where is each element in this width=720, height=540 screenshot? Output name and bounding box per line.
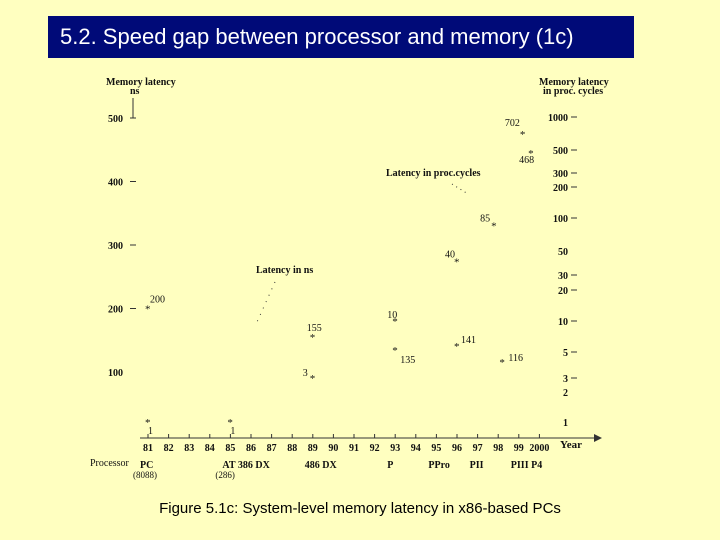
cycle-point-label: 3 [303,368,308,379]
left-axis-title: Memory latency [106,77,176,88]
left-tick-label: 300 [108,241,123,252]
right-tick-label: 1 [563,418,568,429]
processor-label: PII [470,460,484,471]
right-tick-label: 1000 [548,113,568,124]
right-tick-label: 3 [563,374,568,385]
processor-label: 486 DX [305,460,338,471]
x-tick-label: 93 [390,443,400,454]
x-tick-label: 91 [349,443,359,454]
x-tick-label: 89 [308,443,318,454]
processor-sublabel: (286) [215,470,235,480]
x-tick-label: 81 [143,443,153,454]
ns-point-label: 116 [508,353,523,364]
cycle-point: * [145,417,151,429]
x-tick-label: 95 [431,443,441,454]
x-tick-label: 96 [452,443,462,454]
left-axis-unit: ns [130,86,140,97]
cycle-point-label: 1 [230,426,235,437]
cycle-point-label: 10 [387,310,397,321]
right-tick-label: 2 [563,388,568,399]
ns-point-label: 155 [307,323,322,334]
series-label-ns: Latency in ns [256,265,313,276]
x-tick-label: 2000 [529,443,549,454]
right-tick-label: 50 [558,247,568,258]
right-tick-label: 20 [558,286,568,297]
x-tick-label: 94 [411,443,421,454]
cycle-point-label: 40 [445,249,455,260]
x-tick-label: 98 [493,443,503,454]
right-tick-label: 10 [558,317,568,328]
x-tick-label: 82 [164,443,174,454]
processor-label: PIII P4 [511,460,542,471]
processor-label: AT 386 DX [222,460,270,471]
left-tick-label: 400 [108,178,123,189]
x-tick-label: 92 [370,443,380,454]
x-tick-label: 83 [184,443,194,454]
cycle-point-label: 702 [505,118,520,129]
ns-point: * [310,332,316,344]
processor-row-label: Processor [90,458,130,469]
left-tick-label: 100 [108,368,123,379]
cycle-point: * [227,417,233,429]
series-label-cycles: Latency in proc.cycles [386,168,481,179]
x-axis-title: Year [560,439,582,451]
cycle-point: * [520,129,526,141]
figure-caption: Figure 5.1c: System-level memory latency… [159,500,561,517]
series-cycles-leader [451,183,469,195]
x-tick-label: 88 [287,443,297,454]
processor-label: PC [140,460,153,471]
series-ns-leader [256,281,276,323]
right-axis-unit: in proc. cycles [543,86,603,97]
left-tick-label: 500 [108,114,123,125]
processor-sublabel: (8088) [133,470,157,480]
right-tick-label: 5 [563,348,568,359]
slide-title: 5.2. Speed gap between processor and mem… [48,16,634,58]
right-tick-label: 30 [558,271,568,282]
ns-point: * [499,357,505,369]
cycle-point: * [528,148,534,160]
x-axis-arrow [594,434,602,442]
ns-point-label: 141 [461,335,476,346]
x-tick-label: 86 [246,443,256,454]
right-axis-title: Memory latency [539,77,609,88]
left-tick-label: 200 [108,305,123,316]
cycle-point-label: 85 [480,214,490,225]
x-tick-label: 90 [328,443,338,454]
x-tick-label: 85 [225,443,235,454]
x-tick-label: 99 [514,443,524,454]
cycle-point-label: 468 [519,155,534,166]
x-tick-label: 87 [267,443,277,454]
right-tick-label: 300 [553,169,568,180]
x-tick-label: 97 [473,443,483,454]
ns-point: * [392,345,398,357]
cycle-point: * [310,373,316,385]
processor-label: P [387,460,393,471]
ns-point-label: 200 [150,295,165,306]
processor-label: PPro [428,460,449,471]
right-tick-label: 100 [553,214,568,225]
cycle-point-label: 1 [148,426,153,437]
ns-point: * [454,341,460,353]
cycle-point: * [454,256,460,268]
right-tick-label: 500 [553,146,568,157]
right-tick-label: 200 [553,183,568,194]
ns-point: * [145,304,151,316]
x-tick-label: 84 [205,443,215,454]
cycle-point: * [491,221,497,233]
ns-point-label: 135 [400,355,415,366]
cycle-point: * [392,316,398,328]
